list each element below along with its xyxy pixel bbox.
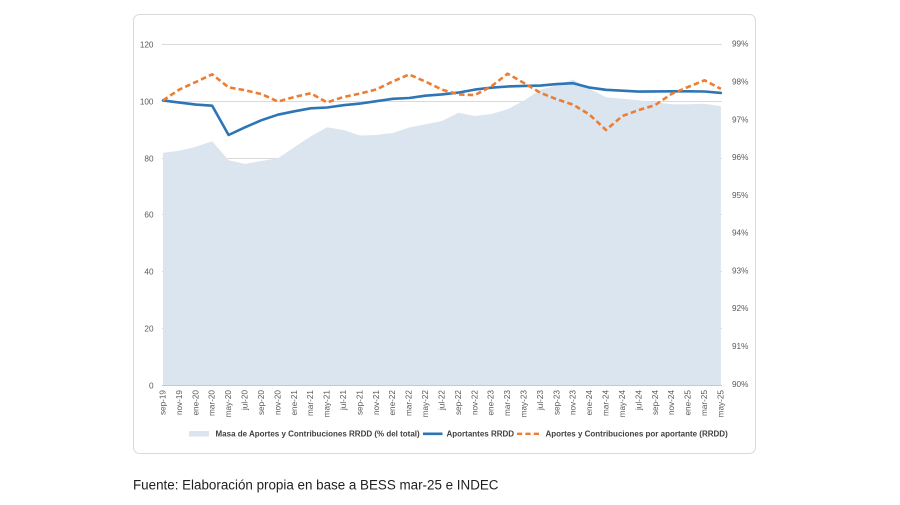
svg-text:nov-19: nov-19 <box>175 390 184 415</box>
svg-text:mar-25: mar-25 <box>700 390 709 416</box>
svg-text:40: 40 <box>144 267 154 276</box>
svg-text:jul-23: jul-23 <box>536 390 545 411</box>
svg-text:Aportes y Contribuciones por a: Aportes y Contribuciones por aportante (… <box>546 430 729 439</box>
svg-text:94%: 94% <box>732 229 748 238</box>
svg-text:90%: 90% <box>732 380 748 389</box>
svg-text:sep-19: sep-19 <box>159 390 168 415</box>
svg-text:mar-22: mar-22 <box>405 390 414 416</box>
svg-text:nov-23: nov-23 <box>569 390 578 415</box>
svg-text:jul-20: jul-20 <box>241 390 250 411</box>
svg-text:mar-20: mar-20 <box>208 390 217 416</box>
svg-text:92%: 92% <box>732 304 748 313</box>
svg-text:Fuente: Elaboración propia en: Fuente: Elaboración propia en base a BES… <box>133 478 499 493</box>
svg-text:mar-21: mar-21 <box>306 390 315 416</box>
svg-text:mar-23: mar-23 <box>503 390 512 416</box>
svg-text:jul-21: jul-21 <box>339 390 348 411</box>
svg-text:may-25: may-25 <box>716 390 725 418</box>
svg-text:ene-24: ene-24 <box>585 390 594 416</box>
svg-text:ene-21: ene-21 <box>290 390 299 416</box>
svg-text:0: 0 <box>149 381 154 390</box>
svg-text:ene-25: ene-25 <box>684 390 693 416</box>
svg-text:Masa de Aportes y Contribucion: Masa de Aportes y Contribuciones RRDD (%… <box>216 430 421 439</box>
svg-text:sep-20: sep-20 <box>257 390 266 415</box>
svg-text:ene-23: ene-23 <box>487 390 496 416</box>
svg-text:97%: 97% <box>732 115 748 124</box>
svg-text:ene-22: ene-22 <box>388 390 397 416</box>
svg-text:may-24: may-24 <box>618 390 627 418</box>
svg-text:98%: 98% <box>732 78 748 87</box>
svg-text:sep-24: sep-24 <box>651 390 660 415</box>
svg-text:nov-22: nov-22 <box>470 390 479 415</box>
svg-text:100: 100 <box>140 97 154 106</box>
svg-text:96%: 96% <box>732 153 748 162</box>
svg-text:may-23: may-23 <box>520 390 529 418</box>
svg-text:may-20: may-20 <box>224 390 233 418</box>
svg-text:99%: 99% <box>732 40 748 49</box>
svg-text:sep-22: sep-22 <box>454 390 463 415</box>
svg-text:may-21: may-21 <box>323 390 332 418</box>
svg-text:Aportantes RRDD: Aportantes RRDD <box>447 430 515 439</box>
svg-text:jul-24: jul-24 <box>634 390 643 411</box>
svg-text:jul-22: jul-22 <box>437 390 446 411</box>
svg-text:may-22: may-22 <box>421 390 430 418</box>
svg-text:80: 80 <box>144 154 154 163</box>
svg-text:nov-20: nov-20 <box>273 390 282 415</box>
svg-text:95%: 95% <box>732 191 748 200</box>
svg-text:nov-21: nov-21 <box>372 390 381 415</box>
svg-text:93%: 93% <box>732 266 748 275</box>
svg-text:sep-23: sep-23 <box>552 390 561 415</box>
svg-text:20: 20 <box>144 324 154 333</box>
svg-text:91%: 91% <box>732 342 748 351</box>
svg-text:60: 60 <box>144 210 154 219</box>
svg-text:mar-24: mar-24 <box>602 390 611 416</box>
svg-text:nov-24: nov-24 <box>667 390 676 415</box>
svg-text:sep-21: sep-21 <box>355 390 364 415</box>
svg-text:120: 120 <box>140 40 154 49</box>
svg-text:ene-20: ene-20 <box>191 390 200 416</box>
